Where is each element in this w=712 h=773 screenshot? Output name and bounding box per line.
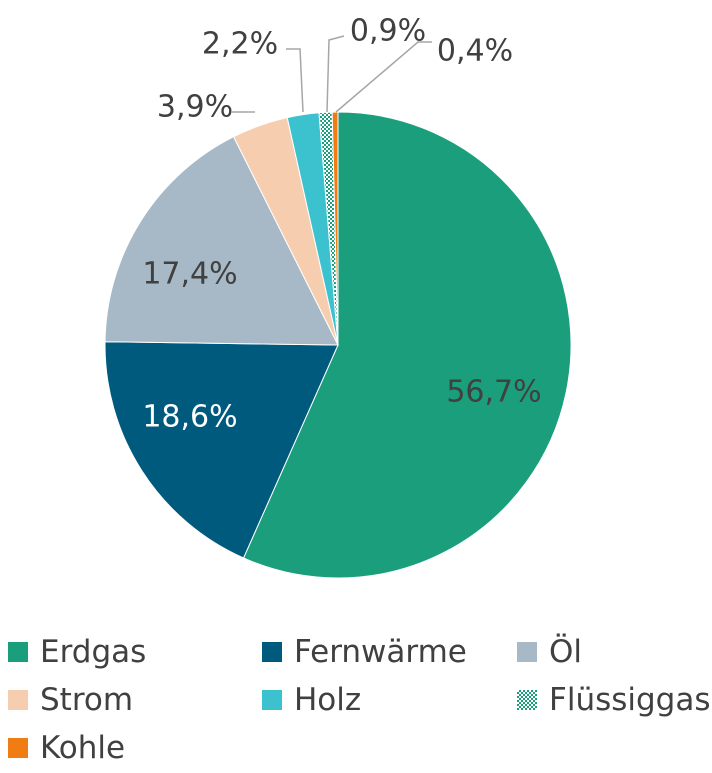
legend-label-fluessiggas: Flüssiggas: [549, 682, 711, 718]
legend-swatch-strom: [8, 690, 28, 710]
legend-item-oel: Öl: [517, 634, 582, 670]
data-label-kohle: 0,4%: [437, 34, 513, 69]
data-label-strom: 3,9%: [157, 90, 233, 125]
legend-item-fluessiggas: Flüssiggas: [517, 682, 711, 718]
data-label-holz: 2,2%: [202, 27, 278, 62]
legend-swatch-oel: [517, 642, 537, 662]
legend-swatch-fernwaerme: [262, 642, 282, 662]
pie-chart: 56,7% 18,6% 17,4% 3,9% 2,2% 0,9% 0,4%: [104, 14, 572, 579]
pie-slice-oel: [104, 136, 339, 346]
legend-item-erdgas: Erdgas: [8, 634, 146, 670]
data-label-oel: 17,4%: [142, 257, 237, 292]
legend-item-strom: Strom: [8, 682, 133, 718]
legend-swatch-fluessiggas: [517, 690, 537, 710]
legend-swatch-holz: [262, 690, 282, 710]
legend-swatch-erdgas: [8, 642, 28, 662]
legend-swatch-kohle: [8, 738, 28, 758]
leader-line-kohle: [335, 41, 432, 113]
legend-label-fernwaerme: Fernwärme: [294, 634, 467, 670]
legend-item-kohle: Kohle: [8, 730, 125, 766]
pie-slice-fernwaerme: [104, 341, 339, 559]
data-label-erdgas: 56,7%: [446, 375, 541, 410]
legend-item-holz: Holz: [262, 682, 361, 718]
legend: Erdgas Fernwärme Öl Strom Holz Flüssiggas Kohl…: [0, 620, 712, 770]
legend-label-oel: Öl: [549, 634, 583, 670]
pie-slice-kohle: [331, 111, 339, 346]
legend-label-erdgas: Erdgas: [40, 634, 147, 670]
pie-slice-erdgas: [242, 111, 572, 579]
legend-label-strom: Strom: [40, 682, 134, 718]
data-label-fernwaerme: 18,6%: [142, 400, 237, 435]
leader-line-holz: [286, 48, 304, 113]
data-label-fluessiggas: 0,9%: [350, 14, 426, 49]
legend-item-fernwaerme: Fernwärme: [262, 634, 467, 670]
legend-label-kohle: Kohle: [40, 730, 126, 766]
leader-line-fluessiggas: [326, 35, 345, 113]
legend-label-holz: Holz: [294, 682, 362, 718]
